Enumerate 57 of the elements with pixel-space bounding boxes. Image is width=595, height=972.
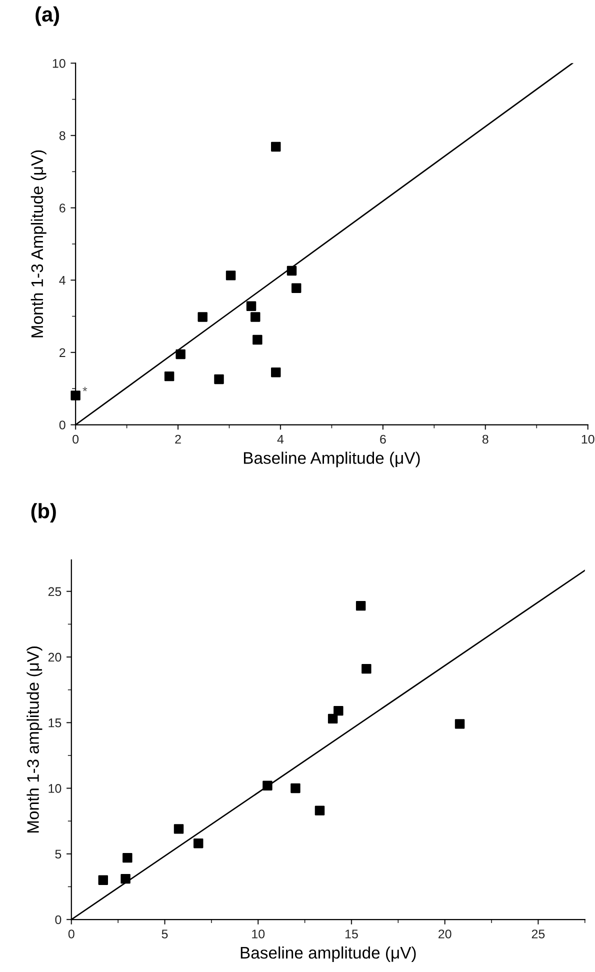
x-tick-label: 5: [162, 930, 168, 938]
point: [98, 875, 108, 885]
point: [194, 838, 204, 848]
y-tick-label: 8: [59, 131, 66, 140]
y-axis-title: Month 1-3 amplitude (μV): [26, 646, 42, 833]
point: [214, 374, 224, 384]
point: [334, 706, 344, 716]
y-tick-label: 20: [48, 652, 62, 662]
y-tick-label: 5: [55, 850, 62, 859]
x-axis-title: Baseline amplitude (μV): [240, 946, 416, 962]
point: [174, 824, 184, 834]
point: [314, 806, 325, 816]
chart-title: (a): [36, 6, 60, 26]
point: [252, 334, 262, 345]
point: [120, 874, 130, 884]
x-tick-label: 10: [582, 434, 594, 444]
y-tick-label: 10: [52, 58, 66, 68]
point: [271, 367, 281, 378]
point: [164, 371, 174, 382]
point: [286, 266, 297, 276]
chart-title: (b): [31, 503, 56, 523]
y-axis-title: Month 1-3 Amplitude (μV): [30, 150, 46, 338]
x-tick-label: 0: [72, 434, 79, 444]
point: [290, 783, 300, 794]
y-tick-label: 10: [48, 784, 62, 793]
x-tick-label: 6: [380, 434, 386, 444]
point: [262, 780, 272, 790]
annotation: *: [82, 386, 88, 392]
y-tick-label: 0: [55, 915, 62, 924]
x-tick-label: 20: [438, 930, 452, 938]
y-tick-label: 15: [48, 718, 62, 728]
point: [362, 664, 372, 674]
y-tick-label: 6: [60, 204, 66, 212]
point: [328, 714, 338, 724]
point: [292, 283, 302, 293]
y-tick-label: 4: [59, 276, 66, 285]
point: [122, 852, 132, 863]
x-tick-label: 4: [277, 434, 284, 444]
point: [70, 390, 80, 400]
point: [246, 301, 256, 312]
x-tick-label: 10: [252, 930, 265, 938]
point: [198, 312, 208, 322]
x-tick-label: 25: [532, 930, 545, 938]
point: [176, 349, 186, 360]
x-tick-label: 2: [175, 434, 181, 444]
y-tick-label: 2: [60, 348, 66, 357]
point: [250, 312, 260, 322]
y-tick-label: 25: [48, 587, 62, 596]
y-tick-label: 0: [59, 420, 66, 430]
point: [356, 600, 366, 611]
point: [226, 270, 236, 280]
x-axis-title: Baseline Amplitude (μV): [244, 452, 420, 468]
x-tick-label: 15: [345, 930, 358, 938]
point: [271, 142, 281, 152]
point: [454, 719, 465, 729]
x-tick-label: 8: [482, 434, 488, 444]
x-tick-label: 0: [68, 930, 74, 938]
